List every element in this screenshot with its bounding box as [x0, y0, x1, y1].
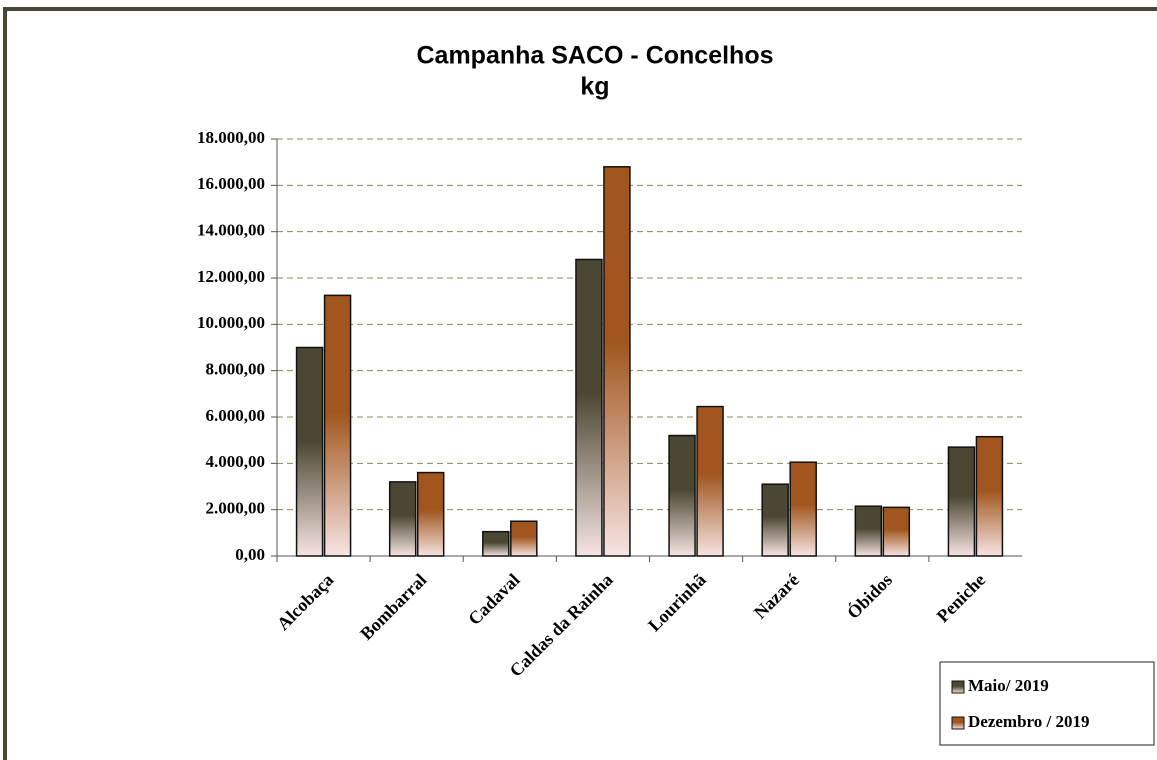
y-tick-label: 12.000,00 [197, 267, 265, 286]
legend-swatch [952, 681, 964, 693]
bar [669, 436, 695, 556]
legend-swatch [952, 717, 964, 729]
bar [325, 295, 351, 556]
bar [604, 167, 630, 556]
y-tick-label: 6.000,00 [206, 406, 266, 425]
bar [576, 259, 602, 556]
legend-label: Maio/ 2019 [968, 676, 1049, 695]
y-tick-label: 18.000,00 [197, 128, 265, 147]
y-tick-label: 14.000,00 [197, 221, 265, 240]
y-tick-label: 8.000,00 [206, 360, 266, 379]
bar [390, 482, 416, 556]
bar [976, 437, 1002, 556]
bar [418, 473, 444, 556]
chart: Campanha SACO - Concelhos kg 0,00 2.000,0… [0, 0, 1157, 760]
y-tick-label: 4.000,00 [206, 452, 266, 471]
legend-label: Dezembro / 2019 [968, 712, 1090, 731]
bar [511, 521, 537, 556]
bar [855, 506, 881, 556]
legend-box [940, 662, 1154, 745]
y-tick-label: 10.000,00 [197, 313, 265, 332]
chart-subtitle: kg [580, 73, 609, 101]
bar [297, 348, 323, 557]
chart-title: Campanha SACO - Concelhos [417, 42, 774, 70]
bar [483, 532, 509, 556]
y-tick-label: 2.000,00 [206, 499, 266, 518]
y-tick-label: 0,00 [235, 545, 265, 564]
bar [883, 507, 909, 556]
bar [948, 447, 974, 556]
bar [790, 462, 816, 556]
bar [697, 407, 723, 556]
bar [762, 484, 788, 556]
y-tick-label: 16.000,00 [197, 174, 265, 193]
